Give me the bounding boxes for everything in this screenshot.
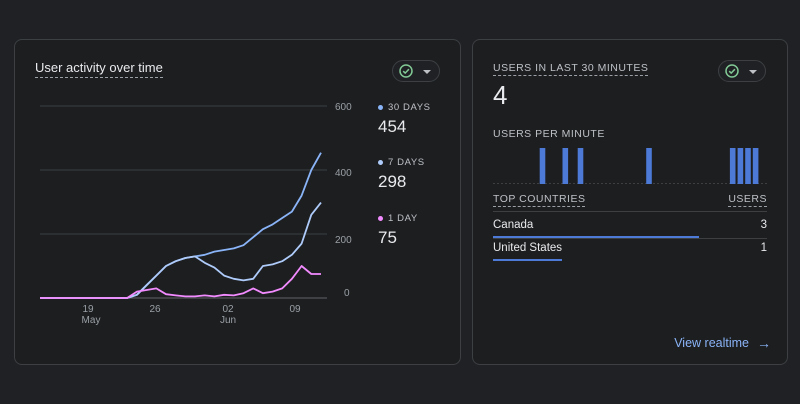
x-tick-day: 02 [222,304,234,315]
x-tick-day: 09 [289,304,301,315]
country-users: 3 [760,219,767,231]
legend-dot [378,160,383,165]
country-name: Canada [493,219,534,231]
series-line-7-days [40,202,322,299]
x-tick-day: 19 [82,304,94,315]
users-last-30-label[interactable]: USERS IN LAST 30 MINUTES [493,62,649,76]
arrow-right-icon: → [757,335,771,351]
y-tick-label: 600 [335,102,352,113]
legend-value: 454 [378,117,407,136]
per-minute-bar [646,148,652,184]
users-column-label[interactable]: USERS [728,193,767,207]
table-row[interactable]: United States 1 [493,242,767,254]
view-realtime-label: View realtime [674,336,749,350]
x-tick-month: May [82,315,101,326]
table-row[interactable]: Canada 3 [493,219,767,231]
per-minute-bar [745,148,751,184]
x-tick-month: Jun [220,315,236,326]
chevron-down-icon [423,70,431,74]
activity-title[interactable]: User activity over time [35,60,163,78]
users-per-minute-label: USERS PER MINUTE [493,128,605,140]
table-divider [493,211,767,212]
per-minute-bar [562,148,569,184]
legend-dot [378,216,383,221]
user-activity-card: User activity over time 600 400 200 0 19… [14,39,461,365]
legend-label: 1 DAY [388,213,418,224]
check-circle-icon [725,64,739,78]
country-share-bar [493,259,562,261]
y-tick-label: 200 [335,235,352,246]
per-minute-bar [729,148,736,184]
country-share-bar [493,236,699,238]
check-circle-icon [399,64,413,78]
legend-30-days: 30 DAYS 454 [378,102,431,137]
series-line-30-days [40,152,322,299]
activity-line-chart: 600 400 200 0 19 May 26 02 Jun 09 [40,102,352,326]
legend-value: 75 [378,228,397,247]
legend-label: 7 DAYS [388,157,425,168]
per-minute-bar [539,148,546,184]
y-tick-label: 0 [344,288,350,299]
country-users: 1 [760,242,767,254]
country-name: United States [493,242,563,254]
chevron-down-icon [749,70,757,74]
top-countries-label[interactable]: TOP COUNTRIES [493,193,586,207]
per-minute-bar [737,148,744,184]
users-per-minute-chart [493,148,767,184]
view-realtime-link[interactable]: View realtime → [674,335,771,351]
legend-value: 298 [378,172,407,191]
table-divider [493,238,767,239]
y-tick-label: 400 [335,168,352,179]
legend-dot [378,105,383,110]
legend-7-days: 7 DAYS 298 [378,157,425,192]
realtime-card: USERS IN LAST 30 MINUTES 4 USERS PER MIN… [472,39,788,365]
per-minute-bar [577,148,584,184]
per-minute-bar [752,148,759,184]
status-menu-button[interactable] [392,60,440,82]
users-last-30-value: 4 [493,80,508,110]
x-tick-day: 26 [149,304,161,315]
legend-1-day: 1 DAY 75 [378,213,418,248]
legend-label: 30 DAYS [388,102,431,113]
series-line-1-day [40,265,321,299]
realtime-status-menu-button[interactable] [718,60,766,82]
